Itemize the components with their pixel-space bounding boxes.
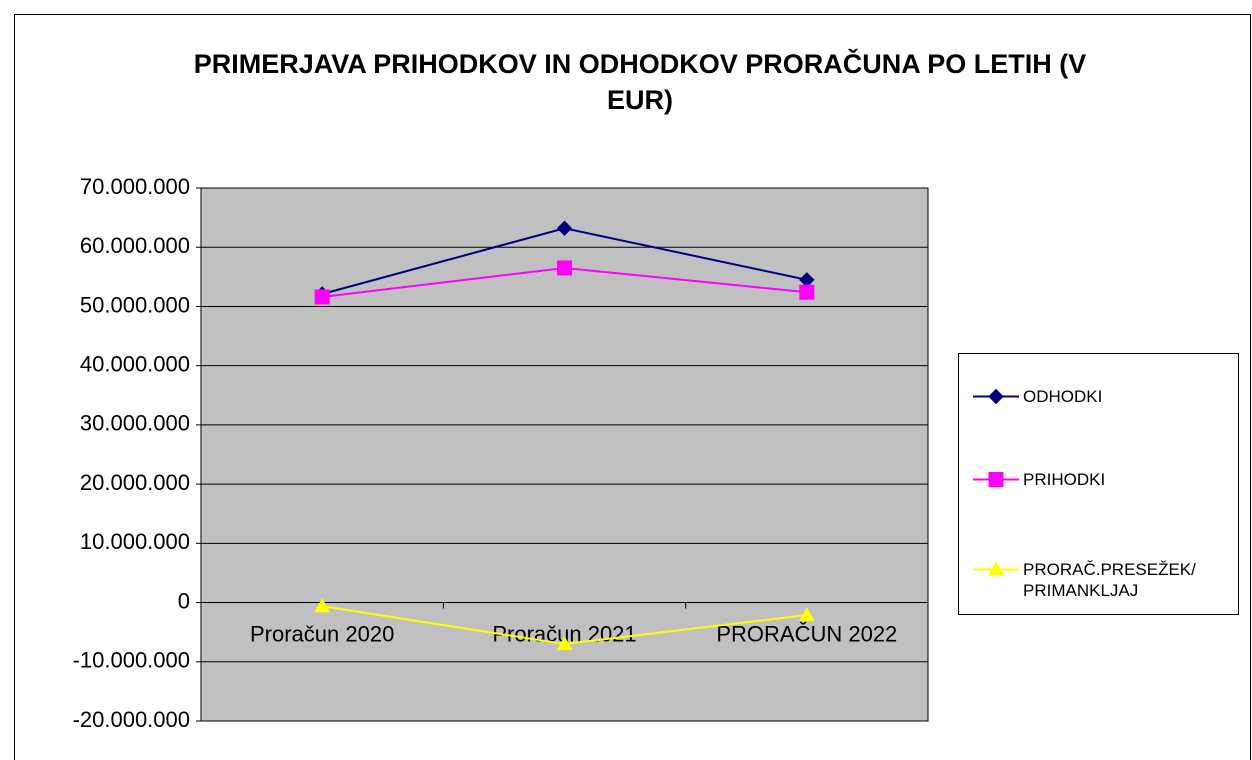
data-point	[314, 289, 330, 305]
legend-swatch	[973, 472, 1019, 487]
data-point	[799, 284, 815, 300]
legend-marker	[988, 561, 1004, 576]
legend-entry: PRORAČ.PRESEŽEK/ PRIMANKLJAJ	[973, 559, 1228, 601]
legend-entry: ODHODKI	[973, 386, 1228, 407]
plot-border	[200, 187, 929, 722]
legend-marker	[988, 388, 1004, 405]
legend-swatch	[973, 561, 1019, 576]
legend-label: PRIHODKI	[1023, 470, 1106, 489]
x-tick-label: Proračun 2020	[250, 621, 394, 646]
data-point	[798, 606, 815, 622]
legend-marker	[988, 472, 1004, 487]
y-tick-label: 70.000.000	[80, 174, 190, 199]
data-point	[314, 598, 331, 613]
legend-label: ODHODKI	[1023, 387, 1103, 406]
chart-title: PRIMERJAVA PRIHODKOV IN ODHODKOV PRORAČU…	[193, 49, 1087, 115]
y-tick-label: 50.000.000	[80, 292, 190, 317]
y-tick-label: 0	[178, 588, 190, 613]
data-point	[556, 220, 573, 236]
data-point	[556, 635, 573, 651]
x-tick-label: PRORAČUN 2022	[716, 621, 897, 646]
y-tick-label: 10.000.000	[80, 529, 190, 554]
y-tick-label: -10.000.000	[73, 648, 190, 673]
legend-entry: PRIHODKI	[973, 469, 1228, 490]
data-point	[557, 260, 572, 276]
y-tick-label: 20.000.000	[80, 470, 190, 495]
legend: ODHODKI PRIHODKI PRORAČ.PRESEŽEK/ PRIMANKL…	[958, 353, 1239, 615]
y-tick-label: -20.000.000	[73, 707, 190, 732]
legend-swatch	[973, 388, 1019, 405]
y-tick-label: 30.000.000	[80, 411, 190, 436]
y-tick-label: 60.000.000	[80, 233, 190, 258]
legend-label: PRORAČ.PRESEŽEK/ PRIMANKLJAJ	[1023, 560, 1196, 600]
y-tick-label: 40.000.000	[80, 351, 190, 376]
